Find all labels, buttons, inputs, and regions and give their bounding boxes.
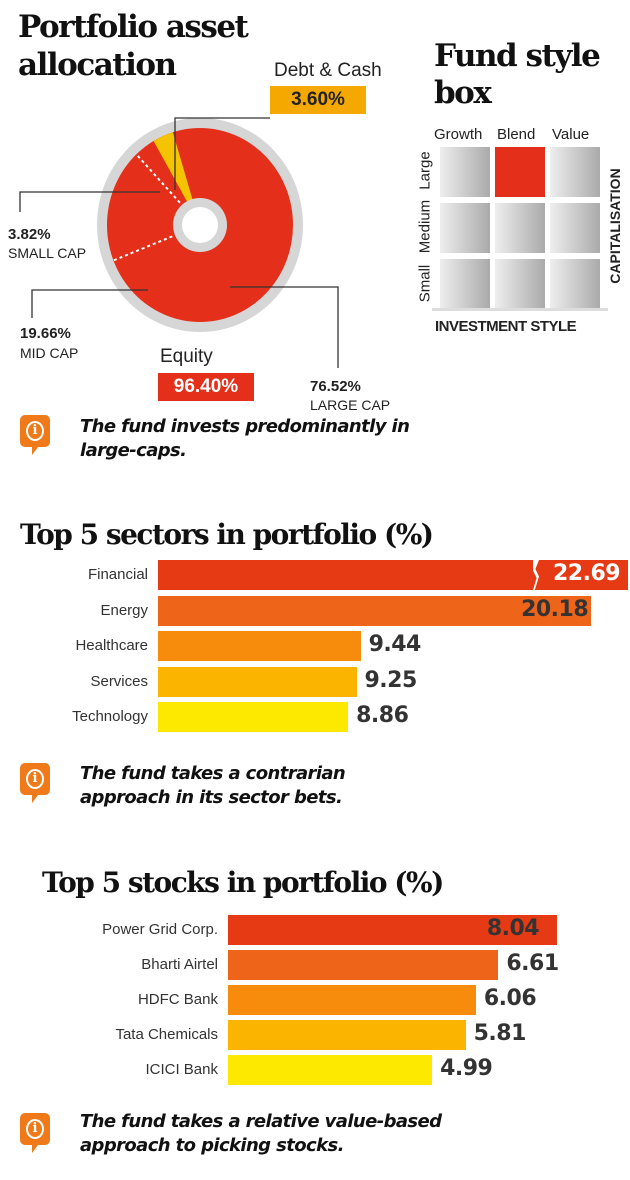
sectors-title: Top 5 sectors in portfolio (%) <box>20 518 434 551</box>
allocation-donut <box>19 117 339 368</box>
allocation-note: The fund invests predominantly in large-… <box>80 416 410 461</box>
mid-cap-label: MID CAP <box>20 345 79 361</box>
debt-label: Debt & Cash <box>274 60 382 81</box>
bar-label: Energy <box>100 601 148 619</box>
bar <box>228 915 557 945</box>
large-cap-pct: 76.52% <box>310 378 361 395</box>
large-cap-label: LARGE CAP <box>310 397 391 413</box>
bar <box>158 631 361 661</box>
style-cell-large-growth <box>440 147 490 197</box>
bar <box>228 950 499 980</box>
style-cell-small-growth <box>440 259 490 309</box>
bar-value: 9.44 <box>368 632 422 657</box>
bar-label: Bharti Airtel <box>141 956 218 973</box>
bar-value: 6.61 <box>506 951 559 976</box>
mid-cap-pct: 19.66% <box>20 325 71 342</box>
donut-hole <box>182 207 218 243</box>
bar-value: 6.06 <box>483 986 537 1011</box>
style-cell-large-blend <box>495 147 545 197</box>
style-cell-small-value <box>550 259 600 309</box>
axis-break-icon <box>533 560 539 590</box>
small-cap-divider <box>135 153 201 226</box>
style-cell-large-value <box>550 147 600 197</box>
leader-lines <box>19 117 339 368</box>
style-box-title: Fund style box <box>434 38 601 111</box>
info-icon: i <box>20 1113 50 1153</box>
bar <box>158 595 592 626</box>
investment-style-label: INVESTMENT STYLE <box>435 318 577 335</box>
stocks-title: Top 5 stocks in portfolio (%) <box>42 866 444 899</box>
allocation-title: Portfolio asset allocation <box>18 9 249 83</box>
bar-value: 8.04 <box>486 916 540 941</box>
bar-label: HDFC Bank <box>137 991 218 1008</box>
bar <box>158 666 357 697</box>
bar-label: Tata Chemicals <box>115 1026 218 1043</box>
bar <box>228 985 476 1015</box>
style-cell-medium-growth <box>440 203 490 253</box>
col-growth: Growth <box>434 126 483 143</box>
debt-value: 3.60% <box>270 86 366 114</box>
bar-label: Services <box>90 672 148 690</box>
info-icon: i <box>20 415 50 455</box>
bar-value: 8.86 <box>356 703 409 728</box>
style-cell-small-blend <box>495 259 545 309</box>
bar-value: 22.69 <box>553 561 621 586</box>
bar-label: Healthcare <box>75 637 148 654</box>
style-cell-medium-value <box>550 203 600 253</box>
row-medium: Medium <box>416 199 434 254</box>
row-small: Small <box>416 264 434 303</box>
bar-label: ICICI Bank <box>145 1061 218 1078</box>
bar-value: 5.81 <box>473 1021 527 1046</box>
bar-value: 4.99 <box>440 1056 493 1081</box>
col-blend: Blend <box>497 126 536 143</box>
small-cap-label: SMALL CAP <box>8 245 87 261</box>
bar-value: 20.18 <box>521 596 589 622</box>
bar-label: Power Grid Corp. <box>102 921 218 938</box>
bar-value: 9.25 <box>364 667 418 693</box>
small-cap-pct: 3.82% <box>8 226 51 243</box>
axis-line <box>432 308 608 311</box>
row-large: Large <box>416 151 434 190</box>
bar-label: Technology <box>72 708 148 725</box>
capitalisation-label: CAPITALISATION <box>607 168 623 284</box>
info-icon: i <box>20 763 50 803</box>
style-cell-medium-blend <box>495 203 545 253</box>
sectors-note: The fund takes a contrarian approach in … <box>80 763 346 808</box>
bar <box>228 1020 466 1050</box>
col-value: Value <box>552 126 590 143</box>
stocks-note: The fund takes a relative value-based ap… <box>80 1111 442 1156</box>
bar <box>228 1055 433 1085</box>
bar <box>158 560 628 590</box>
equity-label: Equity <box>160 346 213 367</box>
bar <box>158 702 349 732</box>
bar-label: Financial <box>87 566 148 583</box>
equity-value: 96.40% <box>158 373 254 401</box>
